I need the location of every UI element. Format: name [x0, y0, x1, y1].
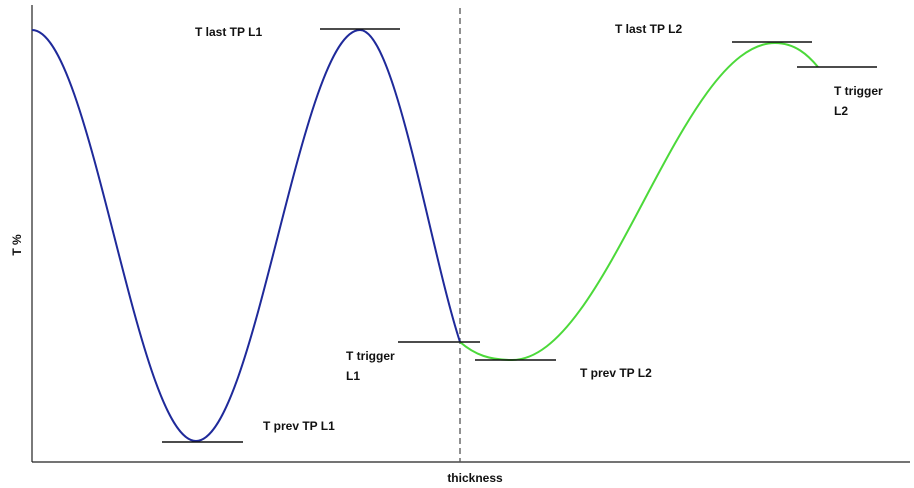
annotation-line: T prev TP L1 — [263, 419, 335, 433]
annotation: T trigger L2 — [834, 84, 883, 118]
annotation-line: T last TP L2 — [615, 22, 682, 36]
annotation-group: T last TP L1 T prev TP L1 T trigger L1 T … — [195, 22, 883, 433]
annotation: T last TP L1 — [195, 25, 262, 39]
annotation-line: T prev TP L2 — [580, 366, 652, 380]
annotation: T trigger L1 — [346, 349, 395, 383]
annotation-line: T trigger — [346, 349, 395, 363]
curve-l2 — [459, 41, 819, 362]
curve-l1 — [31, 28, 461, 443]
annotation: T prev TP L2 — [580, 366, 652, 380]
annotation-line: L2 — [834, 104, 848, 118]
annotation-line: T last TP L1 — [195, 25, 262, 39]
annotation: T last TP L2 — [615, 22, 682, 36]
annotation-line: L1 — [346, 369, 360, 383]
annotation: T prev TP L1 — [263, 419, 335, 433]
annotation-line: T trigger — [834, 84, 883, 98]
x-axis-label: thickness — [447, 471, 503, 485]
y-axis-label: T % — [10, 234, 24, 256]
markers — [162, 28, 877, 443]
